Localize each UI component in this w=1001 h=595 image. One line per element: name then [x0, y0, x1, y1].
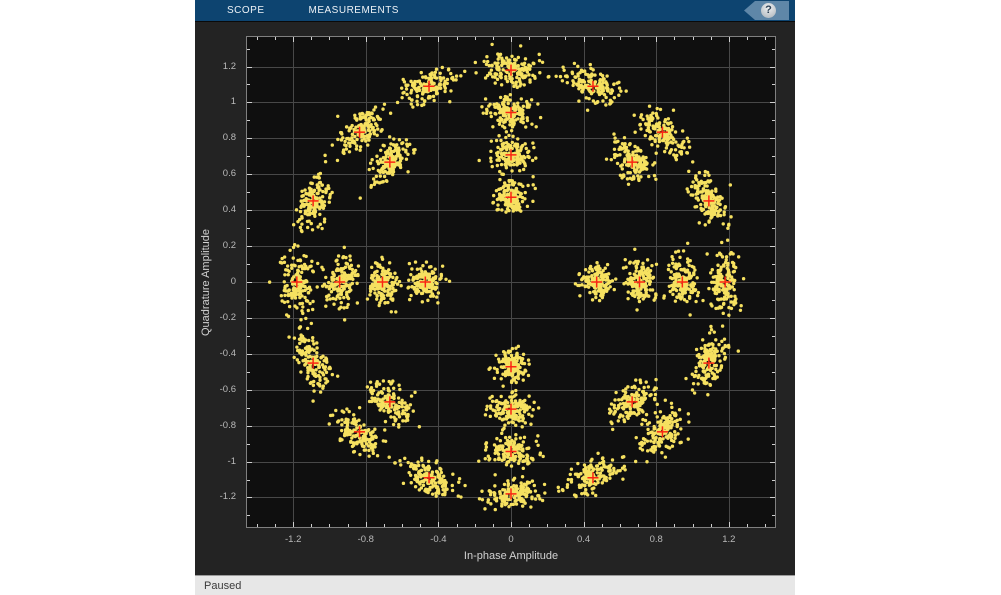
help-question-icon: ? — [761, 3, 776, 18]
y-axis-label: Quadrature Amplitude — [200, 228, 212, 336]
x-tick-label: -0.8 — [357, 534, 374, 545]
scope-toolbar: SCOPE MEASUREMENTS ? — [195, 0, 795, 22]
status-text: Paused — [204, 579, 242, 592]
x-tick-label: 0.8 — [649, 534, 663, 545]
tab-scope[interactable]: SCOPE — [227, 5, 265, 16]
x-tick-label: 0 — [508, 534, 514, 545]
constellation-canvas — [246, 36, 776, 528]
constellation-scope-window: SCOPE MEASUREMENTS ? Quadrature Amplitud… — [195, 0, 795, 595]
x-tick-label: 1.2 — [722, 534, 736, 545]
tab-measurements[interactable]: MEASUREMENTS — [308, 5, 399, 16]
help-button[interactable]: ? — [744, 1, 789, 20]
plot-area — [246, 36, 776, 528]
x-tick-label: 0.4 — [576, 534, 591, 545]
x-axis-label: In-phase Amplitude — [463, 550, 559, 562]
x-tick-label: -1.2 — [285, 534, 302, 545]
x-tick-label: -0.4 — [430, 534, 447, 545]
plot-region: Quadrature Amplitude 1.2 1 0.8 0.6 0.4 0.2 0 -0… — [195, 22, 795, 575]
status-bar: Paused — [195, 575, 795, 595]
